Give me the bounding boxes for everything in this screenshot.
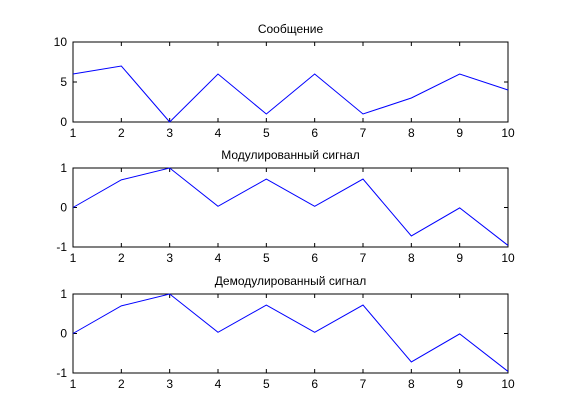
data-point [72,206,75,209]
data-point [120,65,123,68]
data-point [217,73,220,76]
data-point [313,205,316,208]
y-tick-label: 0 [60,115,67,129]
x-tick-label: 1 [70,126,77,140]
x-tick-label: 6 [311,377,318,391]
data-point [362,178,365,181]
x-tick-label: 8 [408,126,415,140]
data-point [458,332,461,335]
x-tick-label: 5 [263,126,270,140]
data-point [168,293,171,296]
x-tick-label: 3 [166,126,173,140]
x-tick-label: 6 [311,126,318,140]
x-tick-label: 7 [360,126,367,140]
y-tick-label: 1 [60,287,67,301]
x-tick-label: 4 [215,377,222,391]
subplot-1: Сообщение 1 2 3 4 5 6 7 8 9 10 0 5 10 [54,22,515,140]
x-tick-label: 9 [456,377,463,391]
data-point [72,332,75,335]
data-point [217,331,220,334]
data-point [410,234,413,237]
data-point [168,167,171,170]
data-point [168,121,171,124]
chart-title: Модулированный сигнал [221,148,360,162]
series-line [72,167,509,246]
x-tick-label: 10 [501,126,515,140]
data-point [507,244,510,247]
data-point [362,113,365,116]
subplot-2: Модулированный сигнал 1 2 3 4 5 6 7 8 9 10 -1 0 1 [56,148,515,265]
subplot-3: Демодулированный сигнал 1 2 3 4 5 6 7 8 9 10 -1 0 1 [56,274,515,391]
x-tick-label: 1 [70,251,77,265]
x-tick-label: 2 [118,377,125,391]
y-tick-label: 10 [54,35,68,49]
data-point [507,370,510,373]
x-tick-label: 7 [360,251,367,265]
chart-title: Демодулированный сигнал [215,274,366,288]
y-tick-label: -1 [56,366,67,380]
series-line [72,293,509,372]
data-point [265,304,268,307]
x-tick-label: 4 [215,126,222,140]
data-point [72,73,75,76]
chart-title: Сообщение [258,22,324,36]
y-tick-label: 5 [60,75,67,89]
x-tick-label: 4 [215,251,222,265]
data-point [313,73,316,76]
data-point [120,304,123,307]
x-tick-label: 3 [166,251,173,265]
data-point [458,73,461,76]
x-tick-label: 9 [456,126,463,140]
y-tick-label: 1 [60,161,67,175]
data-point [120,178,123,181]
y-tick-label: 0 [60,201,67,215]
x-tick-label: 6 [311,251,318,265]
data-point [458,206,461,209]
y-tick-label: -1 [56,240,67,254]
data-point [410,360,413,363]
data-point [507,89,510,92]
x-tick-label: 10 [501,377,515,391]
x-tick-label: 8 [408,251,415,265]
x-tick-label: 1 [70,377,77,391]
data-point [362,304,365,307]
x-tick-label: 10 [501,251,515,265]
data-point [265,113,268,116]
data-point [410,97,413,100]
x-tick-label: 9 [456,251,463,265]
y-tick-label: 0 [60,327,67,341]
x-tick-label: 2 [118,251,125,265]
x-tick-label: 7 [360,377,367,391]
series-line [72,65,509,123]
data-point [265,178,268,181]
x-tick-label: 5 [263,377,270,391]
data-point [313,331,316,334]
x-tick-label: 5 [263,251,270,265]
x-tick-label: 2 [118,126,125,140]
x-tick-label: 3 [166,377,173,391]
data-point [217,205,220,208]
x-tick-label: 8 [408,377,415,391]
